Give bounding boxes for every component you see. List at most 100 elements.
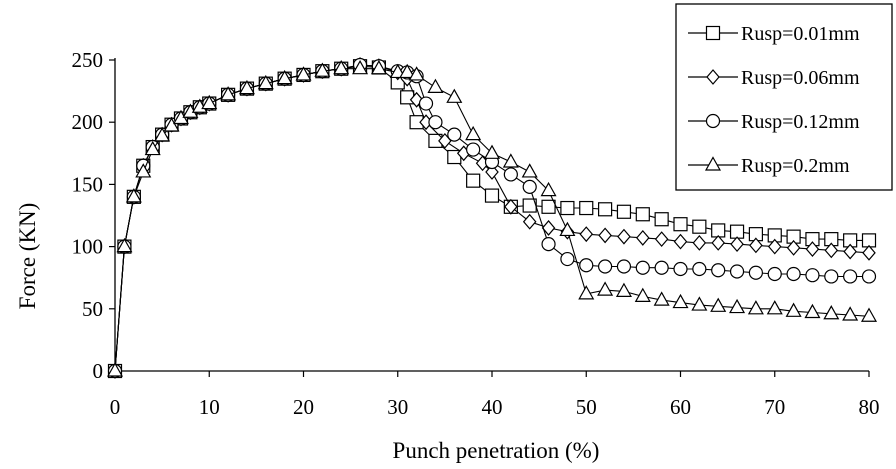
diamond-marker — [485, 164, 499, 180]
triangle-marker — [201, 94, 218, 110]
diamond-marker — [786, 239, 801, 256]
circle-marker — [824, 269, 839, 284]
diamond-marker — [862, 244, 876, 261]
triangle-marker — [729, 298, 746, 314]
circle-marker — [861, 269, 877, 284]
square-marker — [541, 199, 556, 214]
circle-marker — [654, 260, 669, 275]
x-tick-label: 80 — [859, 395, 880, 419]
square-marker — [692, 219, 707, 234]
legend-square-marker — [705, 25, 721, 41]
circle-marker — [635, 260, 650, 275]
y-axis-title: Force (KN) — [15, 203, 40, 310]
circle-marker — [466, 142, 481, 157]
diamond-marker — [541, 220, 556, 236]
triangle-marker — [578, 285, 595, 300]
diamond-marker — [711, 234, 725, 251]
triangle-marker — [597, 281, 614, 296]
diamond-marker — [654, 231, 669, 248]
x-tick-label: 30 — [387, 395, 408, 419]
square-marker — [484, 188, 500, 203]
circle-marker — [673, 261, 688, 277]
triangle-marker — [257, 74, 274, 90]
diamond-marker — [598, 227, 612, 244]
circle-marker — [447, 127, 462, 142]
square-marker — [466, 173, 481, 188]
x-tick-label: 10 — [199, 395, 220, 419]
triangle-marker — [710, 297, 727, 312]
circle-marker — [729, 264, 745, 279]
circle-marker — [418, 96, 434, 111]
triangle-marker — [295, 66, 312, 81]
legend-circle-marker — [705, 113, 721, 129]
triangle-marker — [502, 153, 519, 168]
triangle-marker — [116, 237, 133, 253]
square-marker — [654, 212, 669, 227]
triangle-marker — [106, 362, 124, 377]
triangle-marker — [408, 66, 425, 81]
circle-marker — [786, 266, 801, 282]
triangle-marker — [785, 302, 802, 317]
legend-label: Rusp=0.2mm — [741, 155, 850, 177]
x-tick-label: 60 — [670, 395, 691, 419]
x-tick-label: 0 — [110, 395, 121, 419]
square-marker — [616, 204, 632, 219]
triangle-marker — [370, 59, 387, 75]
circle-marker — [503, 167, 518, 182]
circle-marker — [428, 115, 443, 130]
triangle-marker — [135, 163, 152, 178]
triangle-marker — [238, 79, 255, 95]
legend-label: Rusp=0.12mm — [741, 111, 860, 133]
circle-marker — [579, 258, 594, 273]
y-tick-label: 50 — [82, 297, 103, 321]
circle-marker — [522, 179, 537, 194]
triangle-marker — [823, 305, 840, 320]
triangle-marker — [653, 291, 670, 306]
circle-marker — [805, 268, 820, 283]
triangle-marker — [333, 59, 350, 75]
triangle-marker — [276, 69, 293, 85]
triangle-marker — [427, 78, 444, 93]
y-tick-label: 100 — [72, 235, 104, 259]
x-axis-title: Punch penetration (%) — [393, 438, 600, 463]
legend: Rusp=0.01mm Rusp=0.06mm Rusp=0.12mm Rusp=0.… — [675, 3, 893, 191]
x-tick-label: 50 — [576, 395, 597, 419]
diamond-marker — [692, 234, 707, 251]
diamond-marker — [617, 228, 631, 245]
diamond-marker — [805, 241, 820, 258]
diamond-marker — [579, 226, 594, 243]
triangle-marker — [804, 303, 821, 319]
square-marker — [635, 207, 650, 222]
diamond-marker — [522, 213, 537, 230]
triangle-marker — [747, 300, 764, 315]
y-tick-label: 200 — [72, 110, 104, 134]
diamond-marker — [673, 233, 688, 250]
triangle-marker — [540, 181, 557, 197]
circle-marker — [692, 261, 707, 277]
x-tick-label: 70 — [764, 395, 785, 419]
triangle-marker — [446, 88, 463, 103]
triangle-marker — [672, 293, 689, 309]
triangle-marker — [521, 163, 538, 178]
triangle-marker — [465, 125, 482, 141]
legend-triangle-marker — [704, 156, 722, 171]
triangle-marker — [220, 86, 237, 101]
circle-marker — [541, 237, 556, 252]
legend-label: Rusp=0.06mm — [741, 67, 860, 89]
y-tick-labels: 0 50 100 150 200 250 — [72, 48, 115, 383]
circle-marker — [748, 265, 764, 280]
diamond-marker — [767, 238, 782, 255]
square-marker — [560, 200, 575, 216]
diamond-marker — [843, 243, 857, 260]
triangle-marker — [163, 117, 180, 132]
square-marker — [597, 202, 613, 217]
series-triangle — [106, 59, 878, 377]
triangle-marker — [615, 282, 632, 297]
legend-diamond-marker — [706, 69, 720, 85]
x-tick-labels: 0 10 20 30 40 50 60 70 80 — [110, 371, 880, 419]
triangle-marker — [559, 221, 576, 237]
triangle-marker — [634, 287, 651, 302]
y-tick-label: 0 — [93, 359, 104, 383]
x-tick-label: 20 — [293, 395, 314, 419]
